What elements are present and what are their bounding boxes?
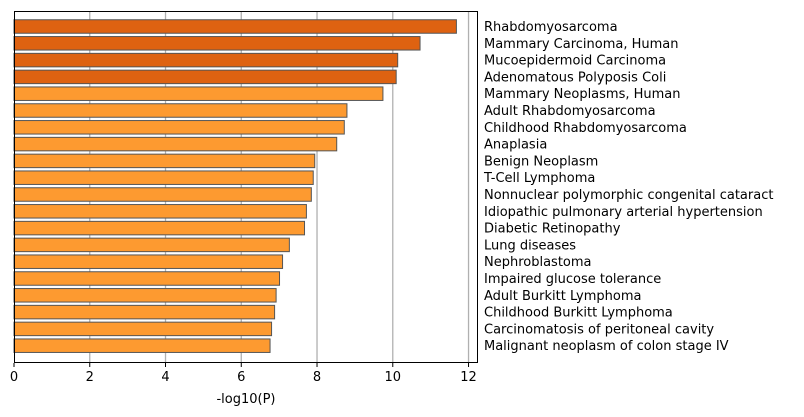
- category-label: Benign Neoplasm: [484, 154, 598, 169]
- bar: [13, 120, 345, 135]
- x-tick-label: 12: [460, 370, 477, 385]
- bar: [13, 288, 277, 303]
- category-label: Childhood Rhabdomyosarcoma: [484, 121, 687, 136]
- category-label: Mammary Neoplasms, Human: [484, 87, 681, 102]
- x-axis-title: -log10(P): [216, 392, 275, 407]
- bar: [13, 153, 316, 169]
- bar: [13, 220, 306, 236]
- category-label: Rhabdomyosarcoma: [484, 20, 618, 35]
- category-label: Idiopathic pulmonary arterial hypertensi…: [484, 205, 763, 220]
- category-labels: Rhabdomyosarcoma Mammary Carcinoma, Human…: [483, 20, 773, 354]
- bar: [13, 36, 421, 51]
- category-label: Adult Rhabdomyosarcoma: [484, 104, 656, 119]
- category-label: Nephroblastoma: [484, 255, 592, 270]
- category-label: T-Cell Lymphoma: [483, 171, 595, 186]
- bar: [13, 69, 397, 85]
- category-label: Adenomatous Polyposis Coli: [484, 70, 666, 85]
- x-tick-label: 10: [385, 370, 402, 385]
- x-tick-label: 2: [86, 370, 94, 385]
- bar: [13, 271, 281, 286]
- bar: [13, 52, 399, 68]
- bar: [13, 19, 457, 34]
- bar: [13, 103, 348, 118]
- category-label: Nonnuclear polymorphic congenital catara…: [484, 188, 773, 203]
- category-label: Mammary Carcinoma, Human: [484, 37, 678, 52]
- bar: [13, 136, 338, 152]
- x-axis-ticks: 0 2 4 6 8 10 12: [10, 363, 477, 385]
- x-tick-label: 8: [313, 370, 321, 385]
- bar: [13, 204, 307, 219]
- category-label: Childhood Burkitt Lymphoma: [484, 306, 673, 321]
- bar: [13, 187, 312, 202]
- bar: [13, 86, 384, 101]
- category-label: Adult Burkitt Lymphoma: [484, 289, 641, 304]
- bar: [13, 170, 314, 185]
- category-label: Malignant neoplasm of colon stage IV: [484, 339, 729, 354]
- category-label: Diabetic Retinopathy: [484, 222, 621, 237]
- x-tick-label: 4: [161, 370, 169, 385]
- bar: [13, 304, 276, 320]
- x-tick-label: 6: [237, 370, 245, 385]
- bar: [13, 237, 290, 253]
- bar: [13, 338, 271, 353]
- category-label: Carcinomatosis of peritoneal cavity: [484, 322, 714, 337]
- category-label: Mucoepidermoid Carcinoma: [484, 54, 666, 69]
- category-label: Lung diseases: [484, 238, 576, 253]
- x-tick-label: 0: [10, 370, 18, 385]
- bar: [13, 321, 273, 337]
- bar: [13, 254, 284, 269]
- plot-frame: [14, 11, 478, 363]
- category-label: Impaired glucose tolerance: [484, 272, 661, 287]
- bars-group: [13, 19, 457, 353]
- category-label: Anaplasia: [484, 138, 547, 153]
